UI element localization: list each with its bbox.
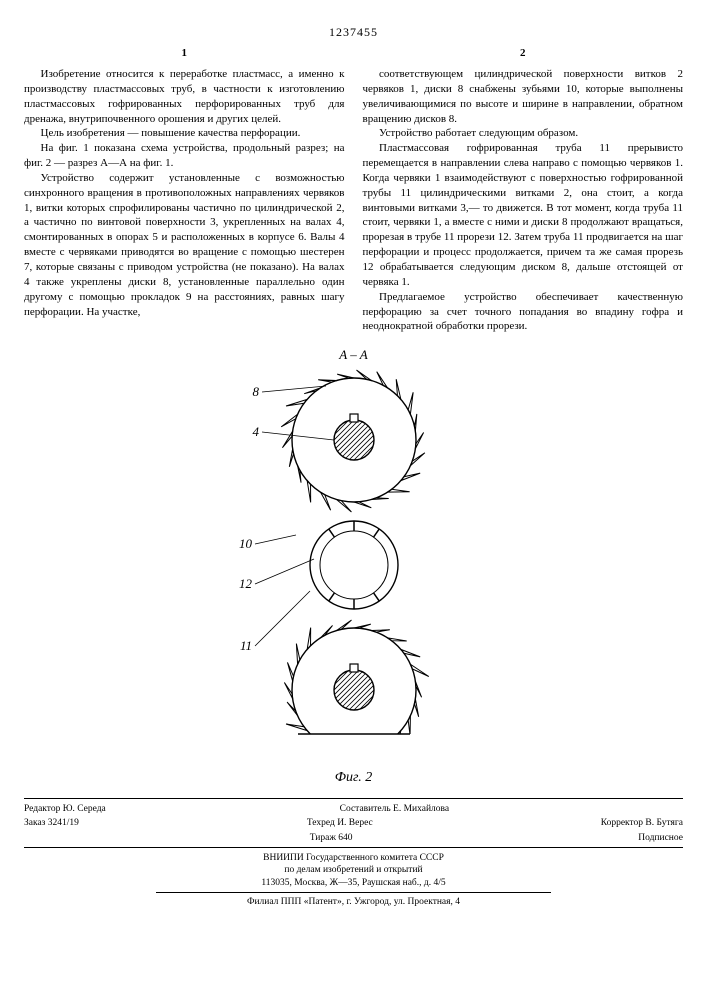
sign: Подписное bbox=[638, 832, 683, 845]
addr2: Филиал ППП «Патент», г. Ужгород, ул. Про… bbox=[24, 896, 683, 908]
column-left: 1 Изобретение относится к переработке пл… bbox=[24, 46, 345, 334]
tirazh: Тираж 640 bbox=[310, 832, 353, 845]
text-columns: 1 Изобретение относится к переработке пл… bbox=[24, 46, 683, 334]
para-l2: Цель изобретения — повышение качества пе… bbox=[24, 126, 345, 141]
svg-text:11: 11 bbox=[239, 638, 251, 653]
svg-text:10: 10 bbox=[239, 536, 253, 551]
para-l3: На фиг. 1 показана схема устройства, про… bbox=[24, 141, 345, 171]
para-r4: Предлагаемое устройство обеспечивает кач… bbox=[363, 290, 684, 335]
para-l1: Изобретение относится к переработке плас… bbox=[24, 67, 345, 126]
svg-text:12: 12 bbox=[239, 576, 253, 591]
corrector: Корректор В. Бутяга bbox=[601, 817, 683, 830]
patent-number: 1237455 bbox=[24, 24, 683, 40]
figure-svg: 8 4 10 12 11 bbox=[164, 360, 544, 770]
svg-text:4: 4 bbox=[252, 424, 259, 439]
col-num-right: 2 bbox=[363, 46, 684, 61]
col-num-left: 1 bbox=[24, 46, 345, 61]
para-r2: Устройство работает следующим образом. bbox=[363, 126, 684, 141]
tech: Техред И. Верес bbox=[307, 817, 373, 830]
org2: по делам изобретений и открытий bbox=[24, 864, 683, 876]
figure-caption: Фиг. 2 bbox=[24, 769, 683, 788]
imprint: Редактор Ю. Середа Составитель Е. Михайл… bbox=[24, 798, 683, 909]
figure-2: A – A 84101211 Фиг. 2 bbox=[24, 346, 683, 787]
para-r3: Пластмассовая гофрированная труба 11 пре… bbox=[363, 141, 684, 289]
svg-text:8: 8 bbox=[252, 384, 259, 399]
order: Заказ 3241/19 bbox=[24, 817, 79, 830]
para-l4: Устройство содержит установленные с возм… bbox=[24, 171, 345, 319]
compiler: Составитель Е. Михайлова bbox=[340, 803, 450, 816]
column-right: 2 соответствующем цилиндрической поверхн… bbox=[363, 46, 684, 334]
org1: ВНИИПИ Государственного комитета СССР bbox=[24, 852, 683, 864]
addr1: 113035, Москва, Ж—35, Раушская наб., д. … bbox=[24, 877, 683, 889]
editor: Редактор Ю. Середа bbox=[24, 803, 106, 816]
para-r1: соответствующем цилиндрической поверхнос… bbox=[363, 67, 684, 126]
